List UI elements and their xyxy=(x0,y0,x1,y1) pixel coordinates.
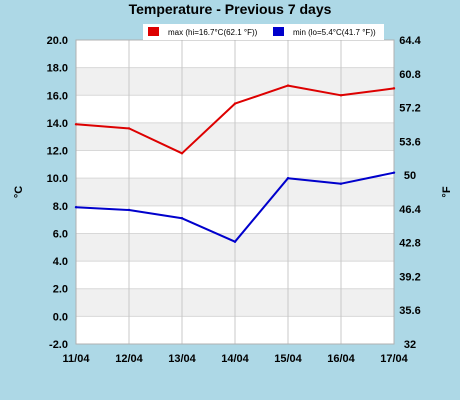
y-tick-label-right: 60.8 xyxy=(399,69,420,81)
data-point-min xyxy=(286,176,290,180)
data-point-min xyxy=(180,217,184,220)
y-tick-label-left: 0.0 xyxy=(53,311,68,323)
y-tick-label-right: 53.6 xyxy=(399,136,420,148)
x-tick-label: 16/04 xyxy=(327,353,355,365)
legend-swatch xyxy=(148,27,159,36)
y-tick-label-left: 2.0 xyxy=(53,284,68,296)
data-point-min xyxy=(74,206,78,209)
y-tick-label-left: -2.0 xyxy=(49,339,68,351)
y-tick-label-left: 14.0 xyxy=(47,118,68,130)
x-tick-label: 17/04 xyxy=(380,353,408,365)
series-lines xyxy=(74,84,396,243)
y-tick-label-left: 6.0 xyxy=(53,228,68,240)
y-tick-label-left: 4.0 xyxy=(53,256,68,268)
y-axis-right: 64.4 60.8 57.2 53.6 50 46.4 42.8 39.2 35.6 32 xyxy=(399,35,421,351)
y-tick-label-right: 64.4 xyxy=(399,35,421,47)
data-point-max xyxy=(233,102,237,105)
legend-box xyxy=(143,24,384,40)
y-tick-label-left: 20.0 xyxy=(47,35,68,47)
data-point-min xyxy=(233,240,237,243)
x-tick-label: 12/04 xyxy=(115,353,143,365)
y-tick-label-left: 10.0 xyxy=(47,173,68,185)
data-point-max xyxy=(74,123,78,126)
y-tick-label-left: 16.0 xyxy=(47,90,68,102)
x-tick-label: 15/04 xyxy=(274,353,302,365)
data-point-max xyxy=(339,94,343,97)
y-axis-left: 20.0 18.0 16.0 14.0 12.0 10.0 8.0 6.0 4.0 2.0 0.0 -… xyxy=(47,35,68,351)
x-tick-label: 14/04 xyxy=(221,353,249,365)
y-tick-label-left: 8.0 xyxy=(53,201,68,213)
data-point-max xyxy=(180,152,184,155)
data-point-max xyxy=(127,127,131,130)
data-point-max xyxy=(286,84,290,87)
data-point-max xyxy=(392,87,396,90)
y-tick-label-left: 18.0 xyxy=(47,63,68,75)
legend-label: min (lo=5.4°C(41.7 °F)) xyxy=(293,28,376,37)
legend: max (hi=16.7°C(62.1 °F)) min (lo=5.4°C(41… xyxy=(143,24,384,40)
data-point-min xyxy=(127,208,131,212)
x-axis: 11/04 12/04 13/04 14/04 15/04 16/04 17/04 xyxy=(63,353,409,365)
y-tick-label-left: 12.0 xyxy=(47,146,68,158)
chart-title: Temperature - Previous 7 days xyxy=(129,1,332,17)
legend-swatch xyxy=(273,27,284,36)
data-point-min xyxy=(392,171,396,174)
data-point-min xyxy=(339,182,343,185)
y-tick-label-right: 57.2 xyxy=(399,103,420,115)
legend-label: max (hi=16.7°C(62.1 °F)) xyxy=(168,28,258,37)
x-tick-label: 13/04 xyxy=(168,353,196,365)
x-tick-label: 11/04 xyxy=(63,353,91,365)
y-tick-label-right: 32 xyxy=(404,339,416,351)
y-axis-label-right: °F xyxy=(441,186,453,197)
y-tick-label-right: 39.2 xyxy=(399,271,420,283)
y-tick-label-right: 46.4 xyxy=(399,204,421,216)
y-tick-label-right: 50 xyxy=(404,170,416,182)
y-tick-label-right: 35.6 xyxy=(399,305,420,317)
y-tick-label-right: 42.8 xyxy=(399,238,420,250)
y-axis-label-left: °C xyxy=(13,186,25,198)
